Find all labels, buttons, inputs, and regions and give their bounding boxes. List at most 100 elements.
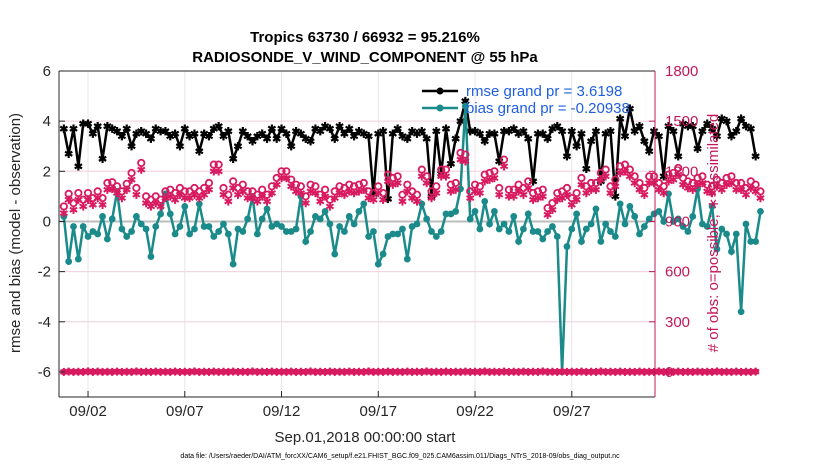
bias-point — [210, 233, 218, 240]
rmse-point — [146, 134, 156, 143]
rejected-ring — [752, 368, 759, 375]
bias-point — [466, 215, 474, 223]
y2-tick-label: 0 — [665, 364, 673, 381]
assimilated-point — [64, 195, 73, 204]
bias-point — [578, 238, 585, 245]
bias-point — [360, 200, 368, 208]
rmse-point — [615, 114, 625, 123]
possible-point — [432, 182, 441, 191]
assimilated-point — [674, 170, 683, 179]
y2-tick-label: 900 — [665, 213, 690, 230]
bias-point — [481, 198, 489, 205]
bias-point — [728, 248, 735, 255]
rmse-point — [524, 134, 533, 143]
rmse-point — [224, 126, 233, 136]
assimilated-point — [137, 165, 146, 174]
rmse-point — [422, 134, 431, 143]
assimilated-point — [287, 182, 296, 191]
bias-point — [616, 200, 624, 208]
y-tick-label: 4 — [43, 113, 51, 130]
assimilated-point — [601, 172, 610, 181]
assimilated-point — [562, 190, 572, 199]
assimilated-point — [524, 183, 533, 193]
bias-point — [563, 243, 571, 250]
bias-point — [292, 225, 300, 233]
rmse-point — [349, 132, 359, 141]
assimilated-point — [325, 202, 335, 211]
rmse-point — [74, 162, 83, 171]
bias-point — [621, 220, 629, 228]
bias-point — [70, 223, 77, 230]
bias-point — [307, 228, 314, 235]
rmse-point — [141, 129, 151, 138]
possible-point — [320, 185, 330, 194]
rmse-point — [190, 129, 199, 138]
x-tick-label: 09/07 — [166, 403, 204, 420]
bias-point — [640, 223, 648, 230]
y2-tick-label: 1200 — [665, 163, 698, 180]
possible-point — [132, 183, 141, 193]
assimilated-point — [88, 200, 98, 209]
assimilated-point — [238, 187, 247, 196]
assimilated-point — [606, 188, 615, 198]
tick-labels: 09/02 09/07 09/12 09/17 09/22 09/27 -6 -4 -2 0 2 4 6… — [38, 63, 699, 420]
rmse-point — [238, 126, 248, 136]
series-bias — [60, 102, 764, 376]
bias-point — [718, 225, 726, 233]
rmse-point — [703, 119, 712, 128]
y-tick-label: -2 — [38, 264, 51, 281]
assimilated-point — [567, 200, 576, 209]
assimilated-point — [122, 185, 131, 194]
bias-point — [186, 230, 194, 238]
assimilated-point — [751, 187, 760, 196]
bias-point — [689, 213, 697, 220]
assimilated-point — [117, 193, 127, 203]
bias-point — [79, 223, 87, 230]
bias-point — [631, 213, 639, 220]
rmse-point — [693, 144, 702, 153]
bias-point — [370, 228, 377, 235]
bias-point — [74, 255, 82, 263]
bias-point — [573, 210, 581, 218]
x-tick-label: 09/27 — [553, 403, 591, 420]
assimilated-point — [127, 175, 136, 184]
axes — [58, 70, 656, 398]
rmse-point — [83, 119, 93, 128]
bias-point — [568, 225, 576, 233]
rmse-point — [330, 134, 339, 143]
rmse-point — [451, 134, 460, 143]
rmse-point — [640, 137, 649, 146]
bias-point — [723, 230, 730, 238]
rmse-point — [746, 124, 755, 133]
bias-point — [152, 223, 160, 230]
rmse-point — [127, 142, 136, 151]
series-rejected — [59, 367, 760, 376]
assimilated-point — [59, 208, 68, 218]
assimilated-point — [495, 190, 504, 199]
rmse-point — [727, 132, 736, 141]
rmse-point — [606, 126, 615, 136]
bias-point — [432, 233, 440, 240]
bias-point — [471, 208, 479, 215]
bias-point — [495, 225, 503, 233]
bias-point — [636, 230, 643, 238]
rmse-point — [180, 124, 189, 133]
assimilated-point — [732, 185, 741, 194]
bias-point — [490, 208, 498, 215]
assimilated-point — [262, 197, 272, 206]
bias-point — [336, 223, 343, 230]
y2-tick-label: 300 — [665, 314, 690, 331]
assimilated-point — [466, 193, 475, 203]
rmse-point — [175, 142, 185, 151]
bias-point — [611, 233, 619, 240]
bias-point — [326, 220, 334, 228]
x-axis-label: Sep.01,2018 00:00:00 start — [275, 429, 457, 446]
bias-point — [582, 225, 590, 233]
bias-point — [345, 213, 353, 220]
y-axis-label: rmse and bias (model - observation) — [7, 113, 24, 353]
assimilated-point — [591, 185, 601, 194]
bias-point — [423, 215, 431, 223]
bias-point — [379, 250, 387, 258]
y-tick-label: 0 — [43, 213, 51, 230]
y2-tick-label: 1500 — [665, 113, 698, 130]
